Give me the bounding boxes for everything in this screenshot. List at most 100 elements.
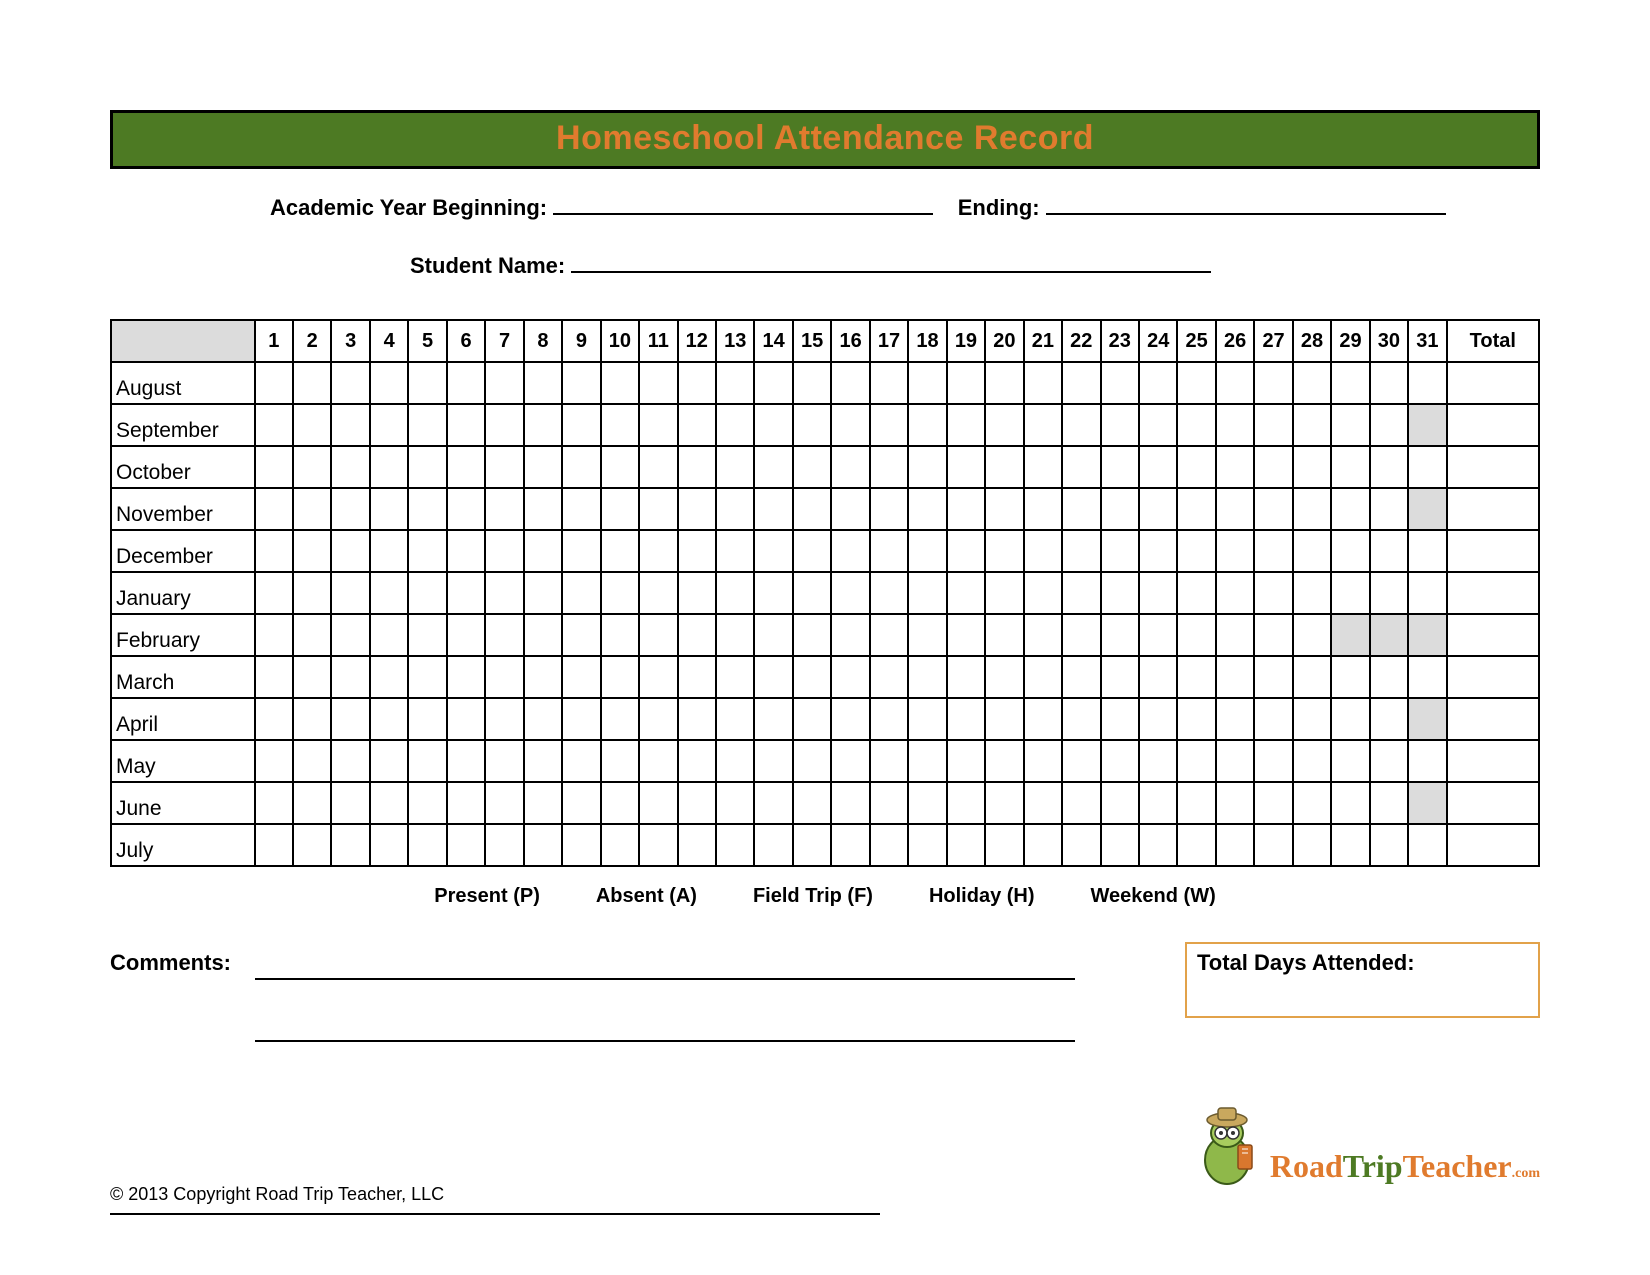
day-cell[interactable] [601,614,639,656]
day-cell[interactable] [485,488,523,530]
month-total-cell[interactable] [1447,446,1539,488]
day-cell[interactable] [1024,446,1062,488]
day-cell[interactable] [1024,488,1062,530]
day-cell[interactable] [331,404,369,446]
day-cell[interactable] [1370,698,1408,740]
day-cell[interactable] [293,656,331,698]
day-cell[interactable] [485,362,523,404]
day-cell[interactable] [1177,362,1215,404]
day-cell[interactable] [370,698,408,740]
day-cell[interactable] [639,404,677,446]
day-cell[interactable] [793,740,831,782]
day-cell[interactable] [1101,572,1139,614]
day-cell[interactable] [1254,572,1292,614]
day-cell[interactable] [1024,530,1062,572]
day-cell[interactable] [870,488,908,530]
day-cell[interactable] [870,404,908,446]
day-cell[interactable] [754,572,792,614]
day-cell[interactable] [1254,782,1292,824]
day-cell[interactable] [255,446,293,488]
day-cell[interactable] [947,530,985,572]
day-cell[interactable] [1254,530,1292,572]
day-cell[interactable] [562,698,600,740]
day-cell[interactable] [985,740,1023,782]
day-cell[interactable] [1139,530,1177,572]
day-cell[interactable] [370,656,408,698]
day-cell[interactable] [793,782,831,824]
day-cell[interactable] [831,824,869,866]
day-cell[interactable] [1254,614,1292,656]
day-cell[interactable] [1408,362,1446,404]
day-cell[interactable] [1254,404,1292,446]
month-total-cell[interactable] [1447,362,1539,404]
day-cell[interactable] [1139,740,1177,782]
day-cell[interactable] [1408,404,1446,446]
year-end-blank[interactable] [1046,191,1446,215]
day-cell[interactable] [754,782,792,824]
day-cell[interactable] [562,824,600,866]
day-cell[interactable] [985,824,1023,866]
day-cell[interactable] [678,824,716,866]
month-total-cell[interactable] [1447,824,1539,866]
day-cell[interactable] [408,656,446,698]
day-cell[interactable] [1139,404,1177,446]
day-cell[interactable] [678,572,716,614]
month-total-cell[interactable] [1447,740,1539,782]
day-cell[interactable] [1024,656,1062,698]
day-cell[interactable] [716,572,754,614]
day-cell[interactable] [1062,530,1100,572]
day-cell[interactable] [447,656,485,698]
day-cell[interactable] [870,656,908,698]
day-cell[interactable] [1254,656,1292,698]
day-cell[interactable] [870,824,908,866]
day-cell[interactable] [293,614,331,656]
day-cell[interactable] [293,404,331,446]
day-cell[interactable] [639,488,677,530]
day-cell[interactable] [331,446,369,488]
day-cell[interactable] [870,530,908,572]
day-cell[interactable] [639,740,677,782]
day-cell[interactable] [1331,404,1369,446]
day-cell[interactable] [831,404,869,446]
day-cell[interactable] [370,740,408,782]
day-cell[interactable] [447,446,485,488]
day-cell[interactable] [1101,614,1139,656]
day-cell[interactable] [639,824,677,866]
day-cell[interactable] [408,614,446,656]
day-cell[interactable] [331,614,369,656]
day-cell[interactable] [1370,656,1408,698]
day-cell[interactable] [1101,698,1139,740]
day-cell[interactable] [716,362,754,404]
day-cell[interactable] [1293,362,1331,404]
day-cell[interactable] [1293,530,1331,572]
day-cell[interactable] [678,404,716,446]
day-cell[interactable] [601,530,639,572]
day-cell[interactable] [447,362,485,404]
day-cell[interactable] [1024,404,1062,446]
day-cell[interactable] [370,782,408,824]
day-cell[interactable] [255,824,293,866]
day-cell[interactable] [1139,698,1177,740]
day-cell[interactable] [908,656,946,698]
day-cell[interactable] [716,824,754,866]
day-cell[interactable] [562,488,600,530]
day-cell[interactable] [1101,824,1139,866]
day-cell[interactable] [1216,572,1254,614]
day-cell[interactable] [678,656,716,698]
day-cell[interactable] [1216,824,1254,866]
day-cell[interactable] [1331,572,1369,614]
day-cell[interactable] [1254,740,1292,782]
day-cell[interactable] [1177,614,1215,656]
day-cell[interactable] [1293,446,1331,488]
day-cell[interactable] [639,656,677,698]
day-cell[interactable] [985,698,1023,740]
day-cell[interactable] [947,362,985,404]
day-cell[interactable] [601,404,639,446]
day-cell[interactable] [485,614,523,656]
day-cell[interactable] [485,404,523,446]
day-cell[interactable] [716,656,754,698]
day-cell[interactable] [562,530,600,572]
day-cell[interactable] [1408,740,1446,782]
day-cell[interactable] [1293,740,1331,782]
day-cell[interactable] [1408,446,1446,488]
